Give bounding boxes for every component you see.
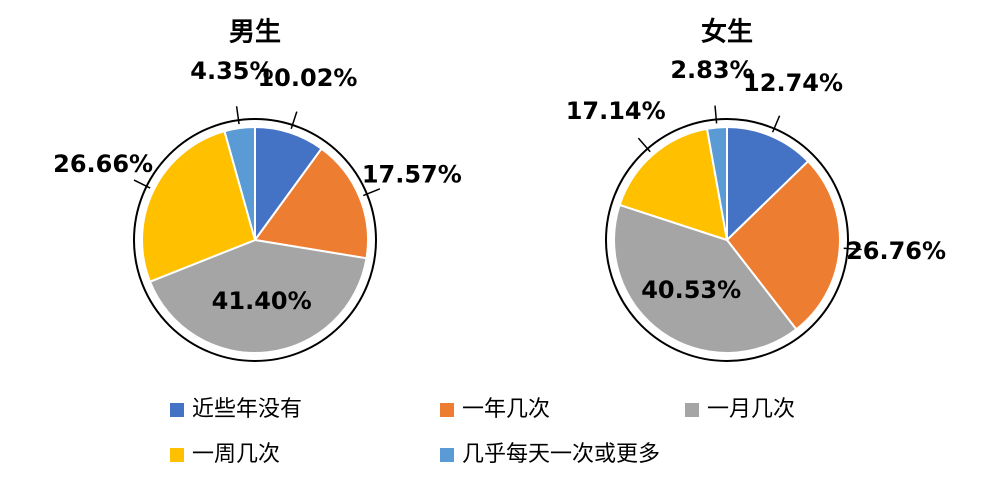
chart-title: 女生 [701,17,753,48]
pie-slice [253,147,369,260]
pie-slice [223,125,256,241]
legend-swatch [170,403,184,417]
data-label: 2.83% [670,56,753,84]
data-label: 41.40% [212,287,312,315]
pie-slice [725,159,841,331]
leader-line [843,247,862,251]
leader-line [637,137,651,153]
leader-line [133,179,151,189]
legend-label: 一月几次 [707,397,795,422]
data-label: 4.35% [190,57,273,85]
pie-slice [254,125,323,244]
legend-swatch [170,448,184,462]
pie-slice [726,125,810,243]
data-label: 26.66% [53,150,153,178]
pie-slice [618,127,729,242]
legend-swatch [440,448,454,462]
pie-slice [613,203,798,354]
data-label: 17.57% [362,161,462,189]
legend-label: 一周几次 [192,442,280,467]
pie-slice [705,125,728,241]
legend-swatch [685,403,699,417]
leader-line [290,111,298,129]
legend-label: 几乎每天一次或更多 [462,442,660,467]
leader-line [235,106,240,125]
data-label: 17.14% [566,97,666,125]
data-label: 26.76% [846,237,946,265]
pie-slice [148,238,368,354]
data-label: 10.02% [257,64,357,92]
data-label: 40.53% [641,276,741,304]
leader-line [714,105,718,124]
data-label: 12.74% [743,69,843,97]
legend-label: 一年几次 [462,397,550,422]
chart-title: 男生 [229,18,281,48]
legend-label: 近些年没有 [192,397,302,422]
leader-line [771,115,781,133]
leader-line [362,188,381,197]
legend-swatch [440,403,454,417]
pie-slice [141,129,257,283]
